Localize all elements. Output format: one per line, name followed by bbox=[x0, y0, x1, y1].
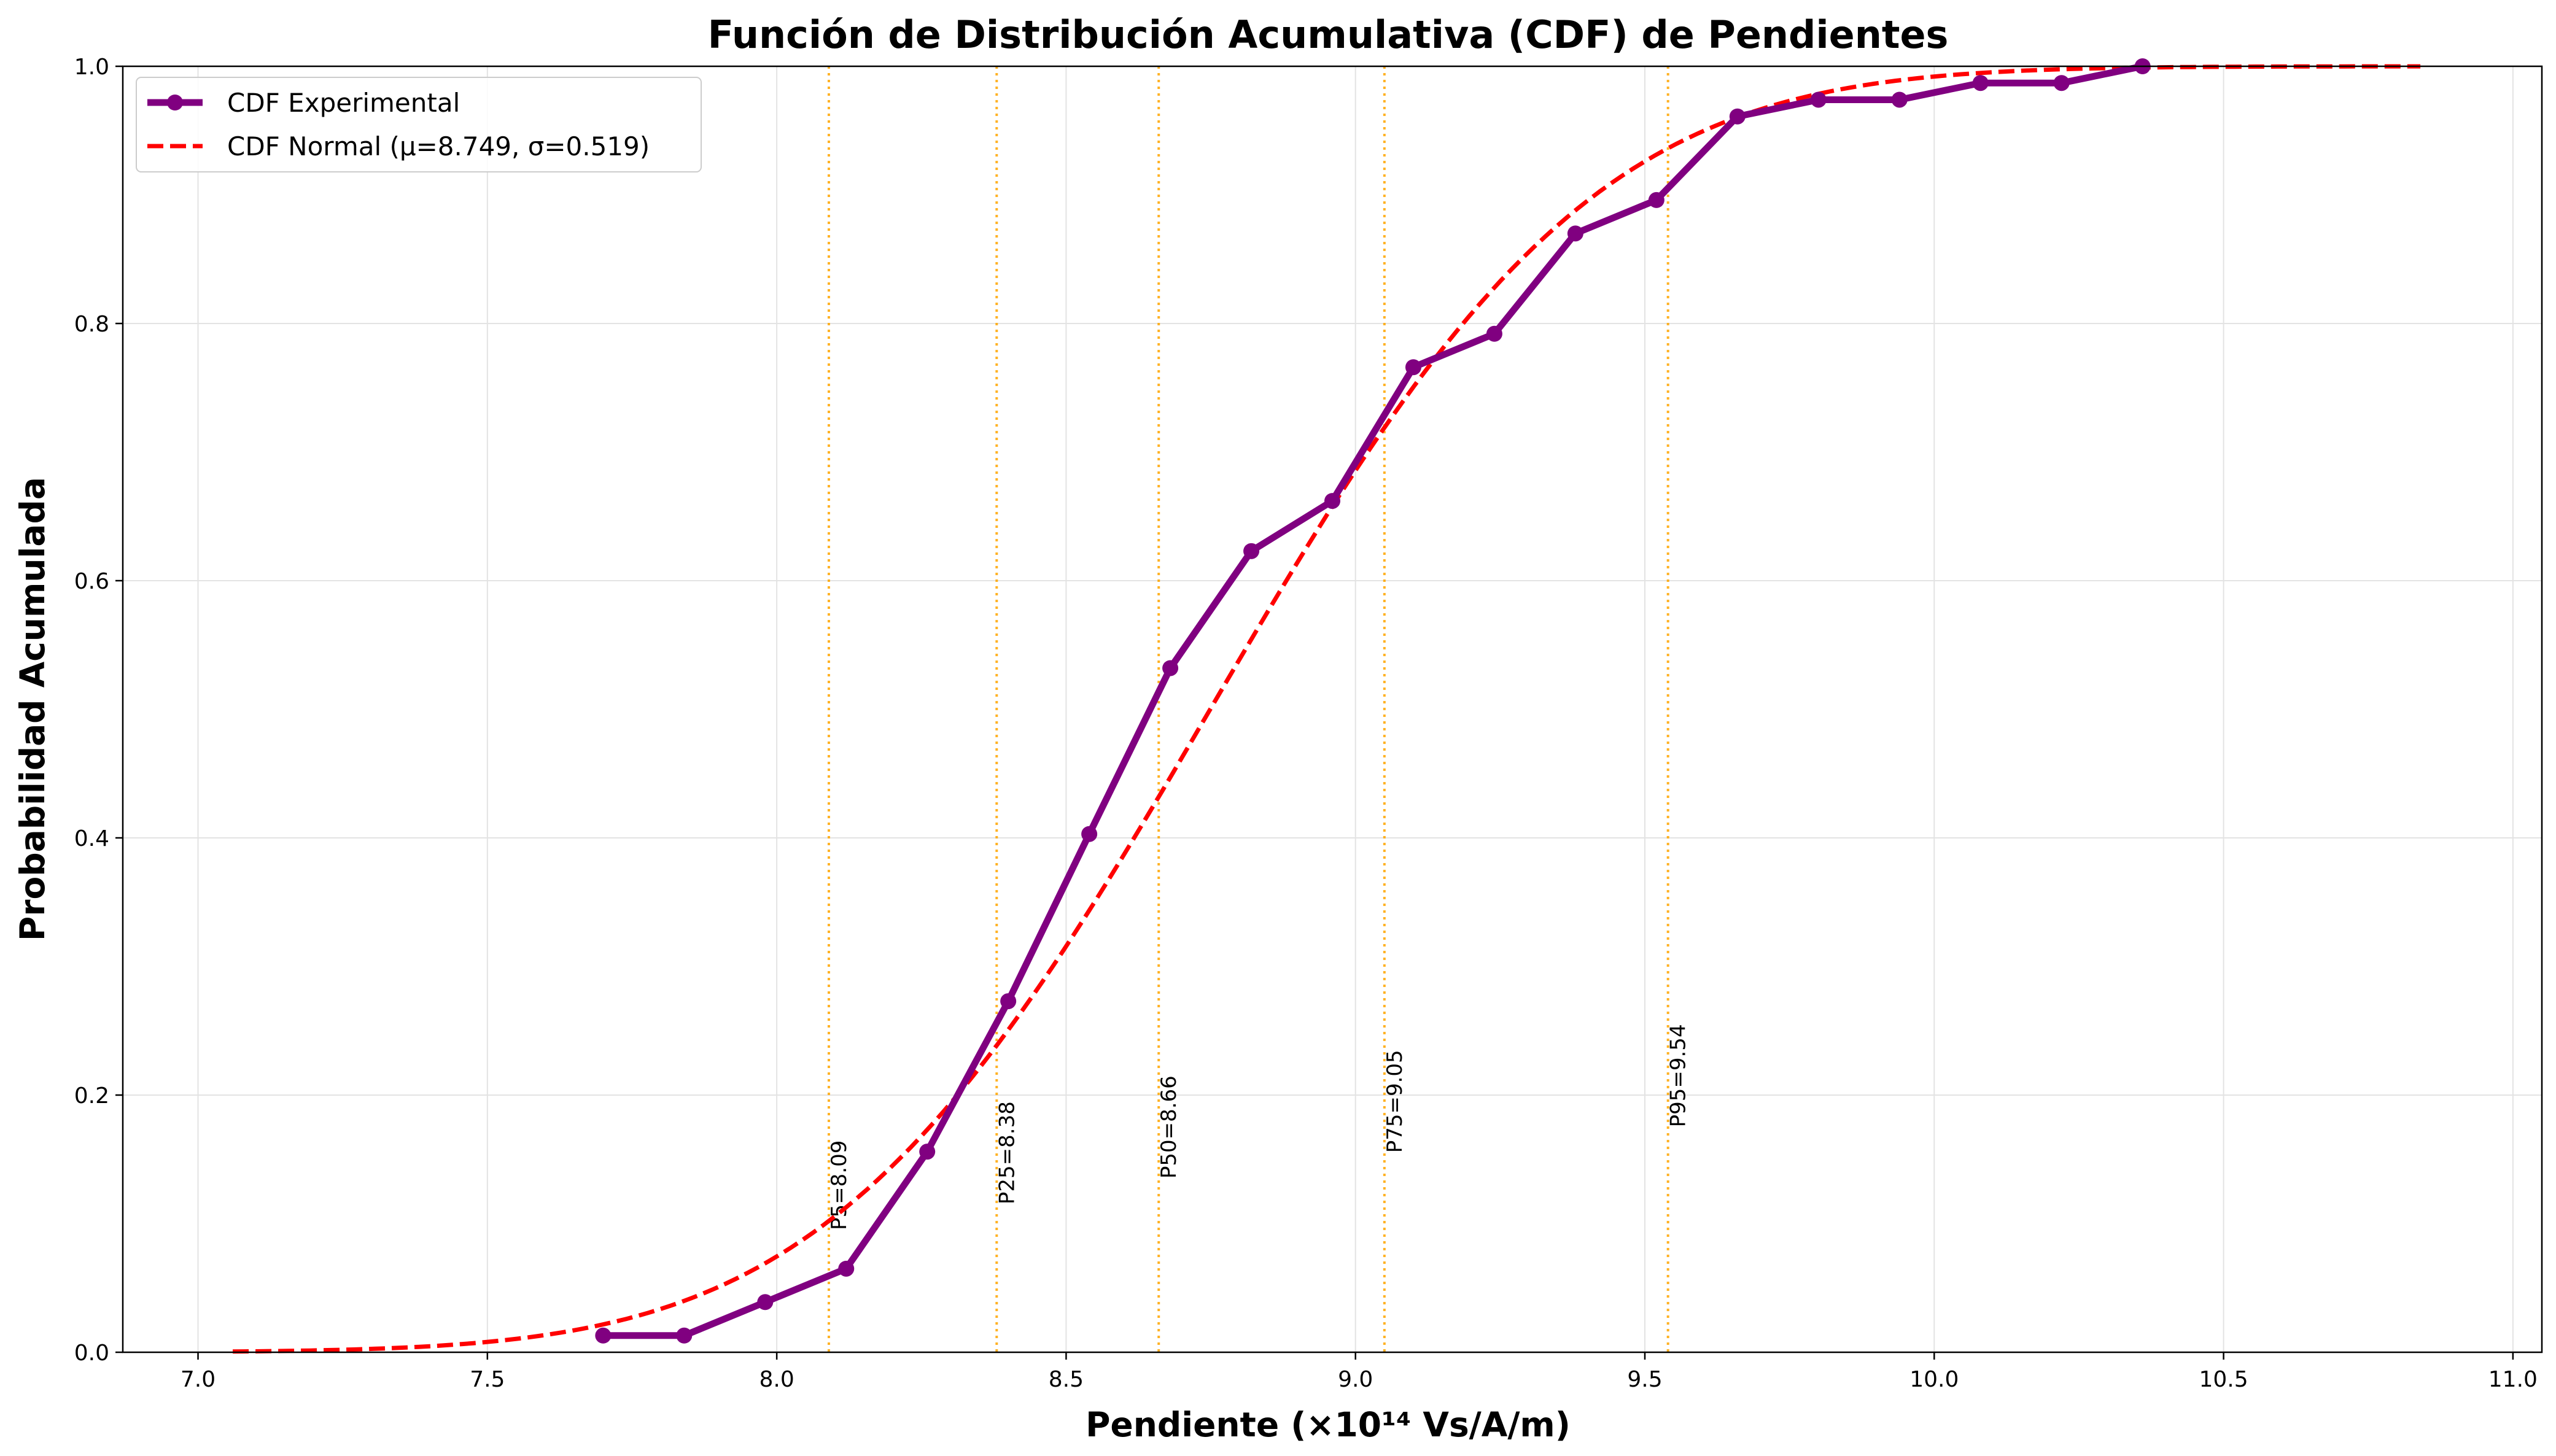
y-tick-label: 0.8 bbox=[74, 312, 109, 337]
experimental-point bbox=[838, 1260, 855, 1277]
legend: CDF Experimental CDF Normal (μ=8.749, σ=0… bbox=[136, 77, 702, 172]
chart-title: Función de Distribución Acumulativa (CDF… bbox=[708, 12, 1949, 57]
normal-cdf-line bbox=[233, 64, 2421, 1354]
experimental-point bbox=[1648, 192, 1665, 208]
x-tick-label: 8.0 bbox=[759, 1367, 794, 1392]
experimental-point bbox=[1243, 543, 1260, 559]
experimental-point bbox=[919, 1144, 936, 1160]
x-tick-label: 9.5 bbox=[1627, 1367, 1662, 1392]
experimental-point bbox=[1567, 225, 1583, 242]
y-tick-label: 0.4 bbox=[74, 826, 109, 851]
experimental-point bbox=[1729, 108, 1746, 125]
x-axis-title: Pendiente (×10¹⁴ Vs/A/m) bbox=[1086, 1405, 1571, 1444]
axis-ticks: 7.0 7.5 8.0 8.5 9.0 9.5 10.0 10.5 11.0 0.0 0.2 0.4 0… bbox=[74, 55, 2538, 1392]
experimental-point bbox=[1486, 325, 1502, 342]
experimental-point bbox=[1405, 359, 1421, 376]
experimental-point bbox=[1891, 91, 1908, 108]
experimental-point bbox=[1000, 993, 1017, 1010]
x-tick-label: 7.0 bbox=[181, 1367, 216, 1392]
experimental-cdf-line bbox=[603, 63, 2143, 1339]
legend-label-normal: CDF Normal (μ=8.749, σ=0.519) bbox=[227, 131, 650, 161]
experimental-point bbox=[757, 1294, 774, 1311]
legend-box bbox=[136, 77, 702, 172]
y-tick-label: 0.2 bbox=[74, 1083, 109, 1109]
y-tick-label: 0.6 bbox=[74, 569, 109, 594]
percentile-label: P75=9.05 bbox=[1383, 1050, 1407, 1153]
x-tick-label: 10.5 bbox=[2199, 1367, 2248, 1392]
x-tick-label: 8.5 bbox=[1049, 1367, 1084, 1392]
experimental-point bbox=[1162, 660, 1179, 676]
experimental-point bbox=[1081, 826, 1098, 842]
y-axis-title: Probabilidad Acumulada bbox=[13, 477, 52, 941]
percentile-lines: P5=8.09 P25=8.38 P50=8.66 P75=9.05 P95=9.54 bbox=[827, 66, 1691, 1352]
experimental-point bbox=[595, 1327, 612, 1344]
percentile-label: P5=8.09 bbox=[827, 1140, 852, 1230]
legend-label-experimental: CDF Experimental bbox=[227, 88, 460, 118]
legend-marker-experimental bbox=[167, 95, 183, 110]
x-tick-label: 7.5 bbox=[470, 1367, 505, 1392]
percentile-label: P50=8.66 bbox=[1157, 1075, 1181, 1179]
y-tick-label: 0.0 bbox=[74, 1341, 109, 1366]
percentile-label: P25=8.38 bbox=[995, 1101, 1019, 1204]
x-tick-label: 10.0 bbox=[1909, 1367, 1959, 1392]
experimental-point bbox=[2053, 75, 2070, 91]
experimental-point bbox=[1972, 75, 1989, 91]
experimental-point bbox=[1324, 493, 1340, 509]
experimental-point bbox=[1810, 91, 1827, 108]
series-layer bbox=[233, 58, 2421, 1354]
percentile-label: P95=9.54 bbox=[1666, 1024, 1691, 1127]
experimental-point bbox=[676, 1327, 693, 1344]
y-tick-label: 1.0 bbox=[74, 55, 109, 80]
x-tick-label: 9.0 bbox=[1338, 1367, 1373, 1392]
x-tick-label: 11.0 bbox=[2488, 1367, 2538, 1392]
plot-frame bbox=[122, 65, 2543, 1353]
